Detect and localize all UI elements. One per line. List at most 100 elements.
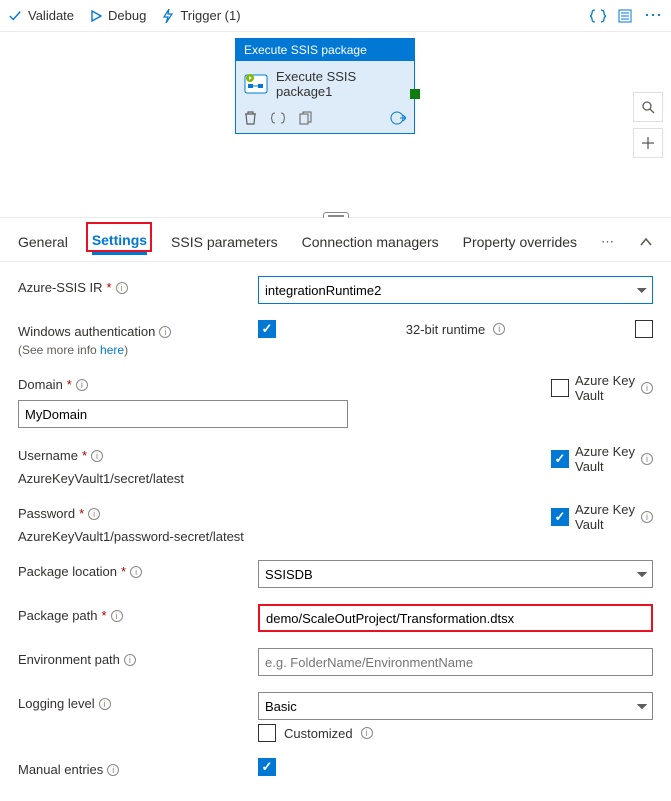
validate-label: Validate <box>28 8 74 23</box>
debug-label: Debug <box>108 8 146 23</box>
password-value: AzureKeyVault1/password-secret/latest <box>18 525 244 544</box>
username-label: Username <box>18 448 78 463</box>
node-name: Execute SSIS package1 <box>276 69 406 99</box>
row-password: Password * i AzureKeyVault1/password-sec… <box>18 502 653 544</box>
check-icon <box>8 9 22 23</box>
row-azure-ssis-ir: Azure-SSIS IR * i integrationRuntime2 <box>18 276 653 304</box>
tab-ssis-parameters[interactable]: SSIS parameters <box>171 230 278 254</box>
bit32-label: 32-bit runtime <box>406 322 485 337</box>
domain-label: Domain <box>18 377 63 392</box>
info-icon[interactable]: i <box>116 282 128 294</box>
required-mark: * <box>79 506 84 521</box>
see-more-info: (See more info here) <box>18 343 258 357</box>
info-icon[interactable]: i <box>361 727 373 739</box>
environment-path-label: Environment path <box>18 652 120 667</box>
trigger-button[interactable]: Trigger (1) <box>162 8 240 23</box>
required-mark: * <box>102 608 107 623</box>
row-manual-entries: Manual entries i <box>18 758 653 777</box>
required-mark: * <box>82 448 87 463</box>
manual-entries-label: Manual entries <box>18 762 103 777</box>
copy-icon[interactable] <box>299 111 312 125</box>
azure-ssis-ir-select[interactable]: integrationRuntime2 <box>258 276 653 304</box>
info-icon[interactable]: i <box>88 508 100 520</box>
required-mark: * <box>67 377 72 392</box>
domain-input[interactable] <box>18 400 348 428</box>
lightning-icon <box>162 9 174 23</box>
info-icon[interactable]: i <box>107 764 119 776</box>
node-footer <box>236 107 414 133</box>
canvas[interactable]: Execute SSIS package Execute SSIS packag… <box>0 32 671 217</box>
info-icon[interactable]: i <box>99 698 111 710</box>
tab-connection-managers[interactable]: Connection managers <box>302 230 439 254</box>
add-button[interactable] <box>633 128 663 158</box>
info-icon[interactable]: i <box>641 453 653 465</box>
output-icon[interactable] <box>390 111 406 125</box>
logging-level-label: Logging level <box>18 696 95 711</box>
tabs-container: General Settings SSIS parameters Connect… <box>0 217 671 262</box>
validate-button[interactable]: Validate <box>8 8 74 23</box>
node-body: Execute SSIS package1 <box>236 61 414 107</box>
row-username: Username * i AzureKeyVault1/secret/lates… <box>18 444 653 486</box>
play-icon <box>90 10 102 22</box>
info-icon[interactable]: i <box>76 379 88 391</box>
info-icon[interactable]: i <box>493 323 505 335</box>
more-icon[interactable]: ⋯ <box>644 5 663 26</box>
domain-akv-checkbox[interactable] <box>551 379 569 397</box>
tab-property-overrides[interactable]: Property overrides <box>463 230 577 254</box>
win-auth-checkbox[interactable] <box>258 320 276 338</box>
tab-general[interactable]: General <box>18 230 68 254</box>
settings-form: Azure-SSIS IR * i integrationRuntime2 Wi… <box>0 262 671 801</box>
akv-label: Azure Key Vault <box>575 502 635 532</box>
debug-button[interactable]: Debug <box>90 8 146 23</box>
required-mark: * <box>107 280 112 295</box>
info-icon[interactable]: i <box>124 654 136 666</box>
row-logging-level: Logging level i Basic Customized i <box>18 692 653 742</box>
code-icon[interactable] <box>271 112 285 124</box>
bit32-checkbox[interactable] <box>635 320 653 338</box>
node-title: Execute SSIS package <box>236 39 414 61</box>
info-icon[interactable]: i <box>111 610 123 622</box>
collapse-panel-icon[interactable] <box>639 237 653 247</box>
braces-icon[interactable] <box>590 9 606 23</box>
toolbar: Validate Debug Trigger (1) ⋯ <box>0 0 671 32</box>
package-location-label: Package location <box>18 564 117 579</box>
package-path-input[interactable] <box>258 604 653 632</box>
list-icon[interactable] <box>618 9 632 23</box>
tab-settings[interactable]: Settings <box>92 228 147 255</box>
tabs: General Settings SSIS parameters Connect… <box>0 218 671 262</box>
info-icon[interactable]: i <box>641 511 653 523</box>
environment-path-input[interactable] <box>258 648 653 676</box>
akv-label: Azure Key Vault <box>575 373 635 403</box>
row-package-path: Package path * i <box>18 604 653 632</box>
row-domain: Domain * i Azure Key Vault i <box>18 373 653 428</box>
row-environment-path: Environment path i <box>18 648 653 676</box>
search-button[interactable] <box>633 92 663 122</box>
here-link[interactable]: here <box>100 343 124 357</box>
info-icon[interactable]: i <box>91 450 103 462</box>
info-icon[interactable]: i <box>641 382 653 394</box>
canvas-side-buttons <box>633 92 663 158</box>
toolbar-right: ⋯ <box>590 5 663 26</box>
azure-ssis-ir-label: Azure-SSIS IR <box>18 280 103 295</box>
password-akv-checkbox[interactable] <box>551 508 569 526</box>
delete-icon[interactable] <box>244 111 257 125</box>
package-path-label: Package path <box>18 608 98 623</box>
manual-entries-checkbox[interactable] <box>258 758 276 776</box>
package-location-select[interactable]: SSISDB <box>258 560 653 588</box>
activity-node[interactable]: Execute SSIS package Execute SSIS packag… <box>235 38 415 134</box>
info-icon[interactable]: i <box>159 326 171 338</box>
username-akv-checkbox[interactable] <box>551 450 569 468</box>
logging-level-select[interactable]: Basic <box>258 692 653 720</box>
customized-label: Customized <box>284 726 353 741</box>
tabs-more-icon[interactable]: ⋯ <box>601 234 614 250</box>
success-handle[interactable] <box>410 89 420 99</box>
row-win-auth: Windows authentication i (See more info … <box>18 320 653 357</box>
package-icon <box>244 72 268 96</box>
info-icon[interactable]: i <box>130 566 142 578</box>
trigger-label: Trigger (1) <box>180 8 240 23</box>
akv-label: Azure Key Vault <box>575 444 635 474</box>
row-package-location: Package location * i SSISDB <box>18 560 653 588</box>
password-label: Password <box>18 506 75 521</box>
win-auth-label: Windows authentication <box>18 324 155 339</box>
customized-checkbox[interactable] <box>258 724 276 742</box>
